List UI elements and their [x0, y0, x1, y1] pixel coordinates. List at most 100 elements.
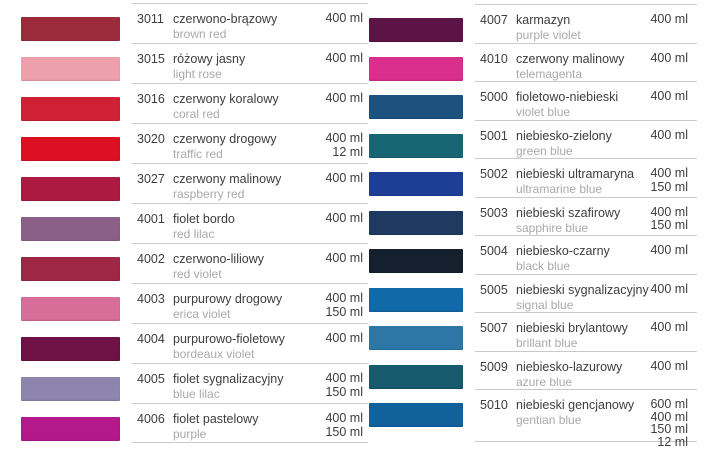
row-text: 3011 czerwono-brązowy brown red 400 ml	[132, 3, 368, 43]
row-text: 3020 czerwony drogowy traffic red 400 ml…	[132, 123, 368, 163]
color-name-en: signal blue	[516, 297, 574, 312]
row-text: 4004 purpurowo-fioletowy bordeaux violet…	[132, 323, 368, 363]
color-names: niebiesko-lazurowy azure blue	[516, 360, 650, 389]
volume-label: 400 ml	[650, 127, 688, 142]
color-name-en: violet blue	[516, 105, 571, 119]
color-name-en: purple	[173, 427, 207, 441]
color-row: 5003 niebieski szafirowy sapphire blue 4…	[348, 196, 697, 236]
color-name-pl: czerwony koralowy	[173, 92, 279, 106]
swatch-cell	[0, 323, 132, 363]
color-name-pl: niebieski ultramaryna	[516, 167, 635, 181]
row-text: 3027 czerwony malinowy raspberry red 400…	[132, 163, 368, 203]
color-row: 4004 purpurowo-fioletowy bordeaux violet…	[0, 323, 368, 363]
color-row: 3016 czerwony koralowy coral red 400 ml	[0, 83, 368, 123]
volume-list: 400 ml 12 ml	[325, 131, 363, 159]
volume-label: 400 ml	[325, 411, 363, 425]
color-name-pl: fiolet pastelowy	[173, 412, 259, 426]
volume-list: 400 ml	[325, 11, 363, 26]
volume-list: 400 ml	[650, 89, 688, 104]
volume-label: 150 ml	[325, 384, 363, 399]
swatch-cell	[0, 163, 132, 203]
swatch-cell	[348, 312, 475, 351]
color-names: fioletowo-niebieski violet blue	[516, 90, 650, 119]
row-text: 5007 niebieski brylantowy brillant blue …	[475, 312, 697, 351]
color-names: fiolet pastelowy purple	[173, 412, 325, 441]
row-text: 4006 fiolet pastelowy purple 400 ml 150 m…	[132, 403, 368, 443]
color-name-pl: czerwony malinowy	[173, 172, 282, 186]
volume-list: 400 ml	[650, 281, 688, 297]
row-text: 5003 niebieski szafirowy sapphire blue 4…	[475, 196, 697, 236]
volume-label: 400 ml	[650, 358, 688, 373]
color-name-pl: niebieski szafirowy	[516, 205, 621, 220]
color-names: karmazyn purple violet	[516, 13, 650, 42]
volume-list: 400 ml	[325, 251, 363, 266]
volume-list: 400 ml 150 ml	[650, 205, 688, 233]
row-text: 3016 czerwony koralowy coral red 400 ml	[132, 83, 368, 123]
color-names: czerwony malinowy telemagenta	[516, 52, 650, 81]
swatch-cell	[0, 403, 132, 443]
color-code: 4001	[137, 212, 165, 226]
volume-label: 400 ml	[650, 281, 688, 296]
color-name-en: purple violet	[516, 28, 581, 42]
row-text: 5002 niebieski ultramaryna ultramarine b…	[475, 158, 697, 197]
volume-list: 600 ml 400 ml 150 ml 12 ml	[650, 398, 688, 448]
row-text: 5001 niebiesko-zielony green blue 400 ml	[475, 119, 697, 159]
swatch-cell	[0, 283, 132, 323]
color-name-pl: czerwony drogowy	[173, 132, 277, 146]
color-name-en: brillant blue	[516, 336, 578, 350]
color-name-en: telemagenta	[516, 66, 583, 81]
volume-list: 400 ml	[325, 331, 363, 346]
color-code: 5001	[480, 128, 508, 143]
color-code: 5002	[480, 167, 508, 181]
color-row: 4003 purpurowy drogowy erica violet 400 …	[0, 283, 368, 323]
color-row: 5009 niebiesko-lazurowy azure blue 400 m…	[348, 350, 697, 390]
color-name-en: red violet	[173, 267, 222, 281]
color-row: 4001 fiolet bordo red lilac 400 ml	[0, 203, 368, 243]
color-name-en: bordeaux violet	[173, 347, 255, 361]
color-row: 5007 niebieski brylantowy brillant blue …	[348, 312, 697, 351]
color-code: 3016	[137, 92, 165, 106]
volume-list: 400 ml	[650, 243, 688, 258]
color-row: 4002 czerwono-liliowy red violet 400 ml	[0, 243, 368, 283]
color-swatch	[369, 249, 463, 273]
color-name-pl: niebieski brylantowy	[516, 321, 628, 335]
color-names: niebieski szafirowy sapphire blue	[516, 206, 650, 235]
color-swatch	[369, 287, 463, 312]
color-swatch	[369, 326, 463, 350]
color-row: 5001 niebiesko-zielony green blue 400 ml	[348, 119, 697, 159]
color-swatch	[369, 210, 463, 235]
color-swatch	[21, 377, 120, 401]
color-name-en: sapphire blue	[516, 220, 589, 235]
swatch-cell	[348, 274, 475, 313]
volume-label: 400 ml	[325, 11, 363, 25]
color-name-pl: czerwono-brązowy	[173, 12, 278, 26]
color-swatch	[21, 177, 120, 201]
color-row: 3011 czerwono-brązowy brown red 400 ml	[0, 3, 368, 43]
volume-label: 400 ml	[325, 131, 363, 145]
color-names: purpurowy drogowy erica violet	[173, 292, 325, 321]
swatch-cell	[348, 158, 475, 197]
color-swatch	[369, 95, 463, 119]
color-code: 5000	[480, 90, 508, 104]
swatch-cell	[348, 4, 475, 43]
volume-label: 400 ml	[650, 166, 688, 180]
color-name-pl: purpurowo-fioletowy	[173, 332, 285, 346]
row-text: 4002 czerwono-liliowy red violet 400 ml	[132, 243, 368, 283]
swatch-cell	[0, 123, 132, 163]
color-name-en: gentian blue	[516, 413, 582, 427]
volume-label: 150 ml	[650, 179, 688, 194]
color-name-pl: niebieski gencjanowy	[516, 398, 635, 412]
volume-list: 400 ml 150 ml	[325, 411, 363, 439]
volume-label: 12 ml	[332, 144, 363, 159]
color-names: niebieski sygnalizacyjny signal blue	[516, 283, 650, 312]
color-names: niebieski ultramaryna ultramarine blue	[516, 167, 650, 196]
color-names: fiolet sygnalizacyjny blue lilac	[173, 372, 325, 401]
volume-list: 400 ml	[325, 51, 363, 66]
color-name-en: green blue	[516, 143, 573, 158]
color-row: 5002 niebieski ultramaryna ultramarine b…	[348, 158, 697, 197]
color-row: 4007 karmazyn purple violet 400 ml	[348, 4, 697, 43]
volume-list: 400 ml 150 ml	[325, 371, 363, 399]
color-column-right: 4007 karmazyn purple violet 400 ml 4010 …	[348, 4, 697, 448]
color-names: niebiesko-czarny black blue	[516, 244, 650, 273]
volume-label: 400 ml	[325, 51, 363, 65]
